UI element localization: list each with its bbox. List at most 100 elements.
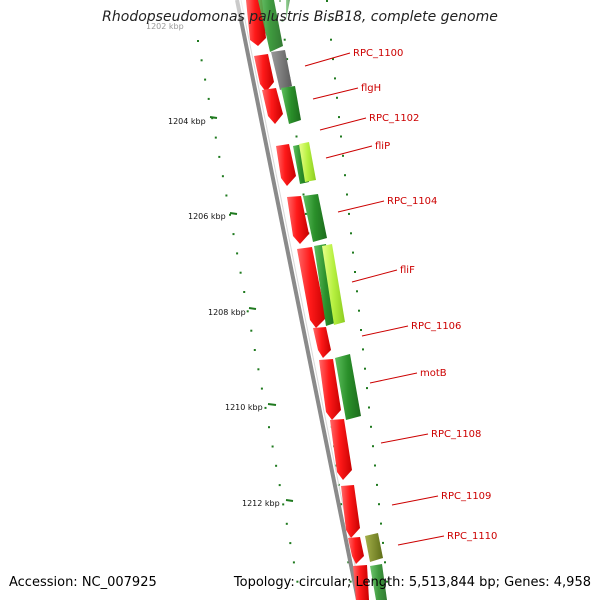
gene-forward-11[interactable] <box>370 564 387 600</box>
gene-forward-6[interactable] <box>303 194 327 242</box>
ruler-dot-right <box>386 580 388 583</box>
gene-forward-3[interactable] <box>281 86 301 124</box>
ruler-dot-left <box>207 97 210 100</box>
tick-1204 <box>209 116 218 119</box>
gene-forward-5-light[interactable] <box>299 142 316 182</box>
ruler-dot-right <box>334 77 336 80</box>
gene-reverse-10[interactable] <box>341 485 360 538</box>
gene-label-1[interactable]: RPC_1100 <box>353 48 403 59</box>
tick-label-1212: 1212 kbp <box>242 499 280 508</box>
tick-1206 <box>229 212 238 215</box>
ruler-dot-right <box>356 290 358 293</box>
gene-reverse-8[interactable] <box>319 359 341 420</box>
gene-labels: RPC_1100 flgH RPC_1102 fliP RPC_1104 fli… <box>353 48 497 542</box>
ruler-dot-right <box>362 348 364 351</box>
tick-1208 <box>248 307 257 310</box>
gene-forward-9[interactable] <box>335 354 361 420</box>
gene-reverse-7[interactable] <box>313 327 331 358</box>
tick-marks <box>209 116 294 502</box>
gene-forward-1[interactable] <box>258 0 283 52</box>
gene-reverse-12[interactable] <box>353 565 369 600</box>
ruler-dot-right <box>358 309 360 312</box>
ruler-dot-left <box>289 542 292 545</box>
tick-label-1206: 1206 kbp <box>188 212 226 221</box>
ruler-dot-left <box>204 78 207 81</box>
ruler-dot-left <box>246 310 249 313</box>
tick-1212 <box>285 499 294 502</box>
ruler-dot-right <box>328 19 330 22</box>
ruler-dot-right <box>360 329 362 331</box>
accession-text: Accession: NC_007925 <box>9 575 157 590</box>
ruler-dot-right <box>338 116 340 119</box>
ruler-dot-right <box>326 0 328 2</box>
ruler-dot-right <box>378 503 380 506</box>
ruler-dot-right <box>344 174 346 177</box>
ruler-dot-right <box>332 58 334 61</box>
gene-forward-0-top[interactable] <box>286 0 290 20</box>
ruler-dot-left <box>214 136 217 139</box>
gene-reverse-2[interactable] <box>254 54 274 92</box>
ruler-dot-left <box>278 484 281 487</box>
ruler-dot-left <box>257 368 260 371</box>
tick-label-1208: 1208 kbp <box>208 308 246 317</box>
ruler-dot-left <box>292 561 295 564</box>
gene-label-6[interactable]: fliF <box>400 265 415 276</box>
ruler-dot-left <box>250 329 253 332</box>
ruler-dot-left <box>271 445 274 448</box>
ruler-dot-left <box>282 503 285 506</box>
ruler-dot-middle <box>302 193 305 196</box>
gene-reverse-4[interactable] <box>276 144 296 186</box>
ruler-dot-left <box>275 464 278 467</box>
ruler-dot-right <box>380 522 382 525</box>
ruler-dot-left <box>200 59 203 62</box>
ruler-dot-left <box>296 580 299 583</box>
tick-1210 <box>267 403 277 406</box>
ruler-dot-left <box>253 349 256 351</box>
ruler-dot-middle <box>281 19 284 22</box>
ruler-dot-middle <box>295 135 298 138</box>
ruler-dot-middle <box>340 503 343 506</box>
ruler-dot-right <box>354 271 356 273</box>
ruler-dot-right <box>352 251 354 254</box>
ruler-dot-right <box>366 387 368 390</box>
ruler-dot-right <box>330 38 332 41</box>
ruler-dot-left <box>229 213 231 216</box>
ruler-dot-right <box>384 561 386 564</box>
gene-label-3[interactable]: RPC_1102 <box>369 113 419 124</box>
ruler-dot-right <box>348 212 350 215</box>
gene-label-5[interactable]: RPC_1104 <box>387 196 437 207</box>
ruler-dot-middle <box>304 212 307 215</box>
gene-reverse-9[interactable] <box>330 419 352 480</box>
gene-forward-2-gray[interactable] <box>271 50 292 90</box>
gene-label-11[interactable]: RPC_1110 <box>447 531 497 542</box>
ruler-dot-left <box>197 40 199 42</box>
ruler-dot-right <box>336 96 338 99</box>
genome-backbone <box>235 0 363 601</box>
gene-forward-8-light[interactable] <box>322 244 345 325</box>
gene-forward-10-olive[interactable] <box>365 533 383 562</box>
gene-reverse-5[interactable] <box>287 196 309 244</box>
gene-label-2[interactable]: flgH <box>361 83 381 94</box>
ruler-dot-left <box>225 194 228 197</box>
gene-label-9[interactable]: RPC_1108 <box>431 429 481 440</box>
ruler-dot-middle <box>347 561 350 564</box>
ruler-dot-middle <box>286 58 289 61</box>
ruler-dot-left <box>264 406 267 409</box>
ruler-dot-left <box>243 291 246 293</box>
ruler-dot-left <box>260 387 263 390</box>
gene-reverse-6[interactable] <box>297 247 326 328</box>
ruler-dot-right <box>364 367 366 370</box>
forward-strand-genes <box>258 0 387 600</box>
gene-label-7[interactable]: RPC_1106 <box>411 321 461 332</box>
gene-reverse-11[interactable] <box>348 537 364 564</box>
ruler-dot-right <box>382 541 384 544</box>
gene-label-8[interactable]: motB <box>420 368 447 379</box>
gene-label-4[interactable]: fliP <box>375 141 390 152</box>
genome-summary-text: Topology: circular; Length: 5,513,844 bp… <box>233 575 591 590</box>
gene-reverse-3[interactable] <box>262 88 283 124</box>
ruler-dot-left <box>239 271 242 274</box>
gene-label-10[interactable]: RPC_1109 <box>441 491 491 502</box>
ruler-dot-left <box>221 175 224 178</box>
